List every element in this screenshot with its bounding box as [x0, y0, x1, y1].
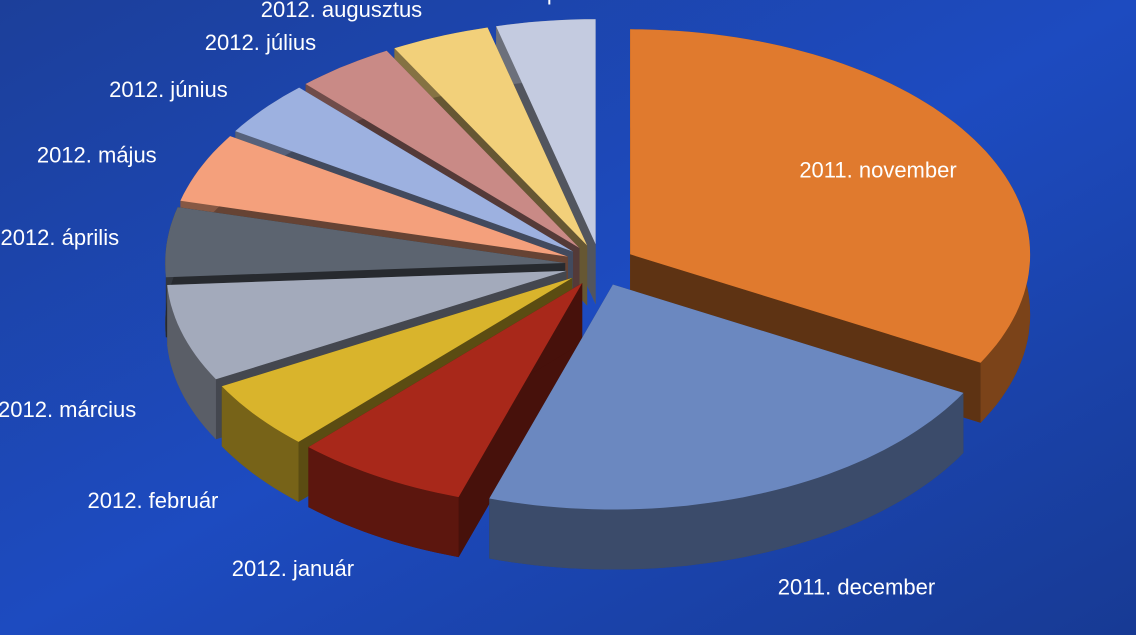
slice-label: 2012. május [37, 142, 157, 167]
slice-label: 2012. június [109, 77, 228, 102]
slice-label: 2012. március [0, 397, 136, 422]
chart: 2011. november 2011. december 2012. január… [0, 0, 1136, 635]
slice-label: 2012. szeptember [451, 0, 627, 5]
slice-label: 2011. december [778, 575, 935, 600]
slice-label: 2012. augusztus [261, 0, 422, 22]
slice-label: 2011. november [799, 158, 956, 183]
slice-label: 2012. július [205, 30, 316, 55]
slice-label: 2012. január [232, 556, 354, 581]
slice-label: 2012. február [88, 488, 219, 513]
slice-label: 2012. április [0, 225, 119, 250]
